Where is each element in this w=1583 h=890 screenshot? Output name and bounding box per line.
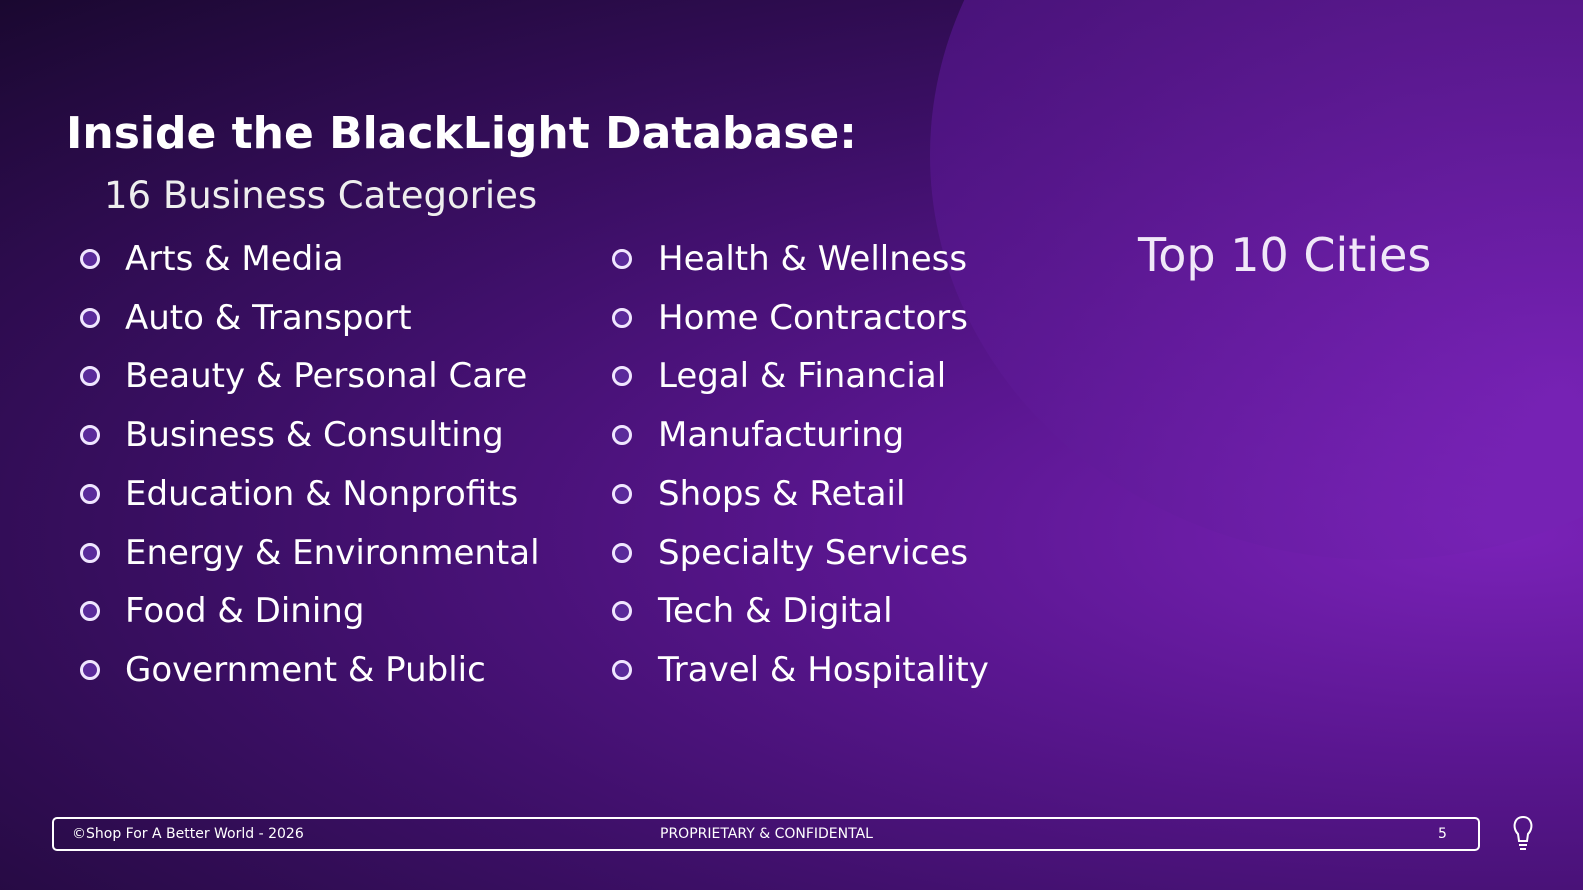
- notice: PROPRIETARY & CONFIDENTAL: [660, 826, 873, 842]
- bullet: [80, 659, 100, 680]
- category-item: Beauty & Personal Care: [125, 356, 528, 397]
- bullet: [80, 307, 100, 328]
- category-item: Specialty Services: [658, 532, 969, 573]
- bullet: [612, 659, 632, 680]
- category-item: Legal & Financial: [658, 356, 947, 397]
- category-item: Travel & Hospitality: [658, 649, 989, 690]
- title: Inside the BlackLight Database:: [66, 108, 857, 159]
- category-item: Arts & Media: [125, 239, 344, 279]
- bullet: [80, 542, 100, 563]
- category-item: Business & Consulting: [125, 415, 504, 456]
- category-item: Education & Nonprofits: [125, 473, 519, 514]
- bullet: [80, 483, 100, 504]
- category-item: Food & Dining: [125, 591, 365, 632]
- page-number: 5: [1438, 826, 1447, 842]
- category-item: Shops & Retail: [658, 473, 906, 514]
- category-item: Auto & Transport: [125, 297, 412, 338]
- category-item: Home Contractors: [658, 297, 968, 338]
- bullet: [80, 425, 100, 446]
- bullet: [612, 483, 632, 504]
- bullet: [612, 249, 632, 269]
- footer: ©Shop For A Better World - 2026 PROPRIET…: [52, 817, 1480, 851]
- bullet: [80, 249, 100, 269]
- logo-icon: [1513, 815, 1533, 850]
- bullet: [612, 307, 632, 328]
- bullet: [612, 366, 632, 387]
- category-item: Tech & Digital: [658, 591, 893, 632]
- subtitle: 16 Business Categories: [104, 174, 538, 217]
- copyright: ©Shop For A Better World - 2026: [72, 826, 304, 842]
- side-title: Top 10 Cities: [1138, 228, 1432, 282]
- bullet: [612, 542, 632, 563]
- bullet: [80, 366, 100, 387]
- bullet: [612, 425, 632, 446]
- category-item: Health & Wellness: [658, 239, 968, 279]
- category-item: Government & Public: [125, 649, 486, 690]
- category-item: Manufacturing: [658, 415, 905, 456]
- category-item: Energy & Environmental: [125, 532, 540, 573]
- bullet: [80, 601, 100, 622]
- bullet: [612, 601, 632, 622]
